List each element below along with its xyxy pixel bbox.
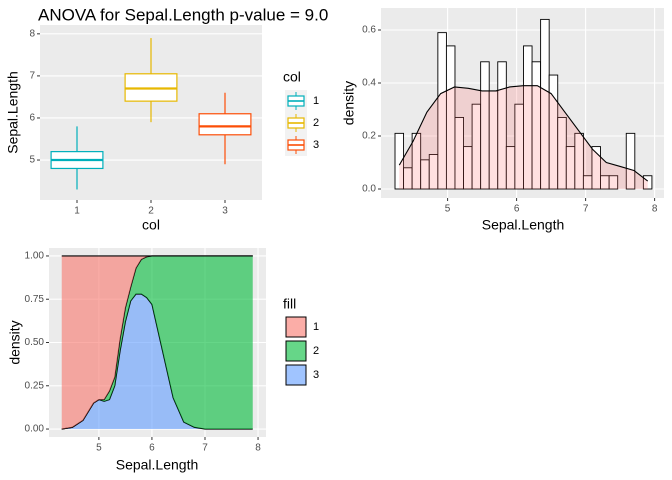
legend-label: 3 [313,139,319,151]
legend-key [285,340,307,362]
y-tick-label: 5 [29,155,35,166]
area-fill [61,294,253,430]
legend-title: col [283,69,301,85]
chart-title: ANOVA for Sepal.Length p-value = 9.0 [38,5,328,24]
y-tick-label: 0.00 [25,424,45,435]
y-tick-label: 7 [29,71,35,82]
bar [625,132,636,190]
y-axis-title: density [341,81,357,125]
x-tick-label: 2 [148,206,154,217]
x-tick-label: 1 [74,206,80,217]
legend-key [285,364,307,386]
y-tick-label: 0.0 [362,184,376,195]
legend-label: 3 [313,369,319,381]
legend-label: 2 [313,117,319,129]
x-tick-label: 6 [149,443,155,454]
area-fill [61,255,253,430]
y-tick-label: 0.25 [25,380,45,391]
x-tick-label: 7 [202,443,208,454]
title-clip: ANOVA for Sepal.Length p-value = 9.0 [38,5,328,24]
x-tick-label: 8 [255,443,261,454]
x-tick-label: 3 [222,206,228,217]
area-fill [61,255,253,430]
density-line [398,85,649,182]
x-tick-label: 7 [583,204,589,215]
bar [394,132,405,190]
legend-label: 2 [313,345,319,357]
bar [642,175,653,190]
x-axis-title: col [142,217,160,233]
bar [497,61,507,190]
y-tick-label: 6 [29,113,35,124]
legend-title: fill [283,296,296,312]
density-area-fill [399,85,648,189]
y-tick-label: 8 [29,28,35,39]
legend-key [285,316,307,338]
x-tick-label: 5 [96,443,102,454]
x-axis-title: Sepal.Length [482,217,565,233]
bar [591,146,601,190]
bar [574,132,584,190]
box [198,113,252,136]
x-tick-label: 8 [652,204,658,215]
legend-label: 1 [313,95,319,107]
y-tick-label: 0.2 [362,131,376,142]
y-axis-title: Sepal.Length [5,71,21,154]
bar [608,175,619,190]
y-tick-label: 0.6 [362,25,376,36]
y-tick-label: 0.50 [25,337,45,348]
y-tick-label: 0.75 [25,294,45,305]
y-axis-title: density [7,320,23,364]
legend-label: 1 [313,321,319,333]
x-tick-label: 6 [514,204,520,215]
x-tick-label: 5 [445,204,451,215]
y-tick-label: 0.4 [362,78,376,89]
y-tick-label: 1.00 [25,251,45,262]
x-axis-title: Sepal.Length [116,457,199,473]
